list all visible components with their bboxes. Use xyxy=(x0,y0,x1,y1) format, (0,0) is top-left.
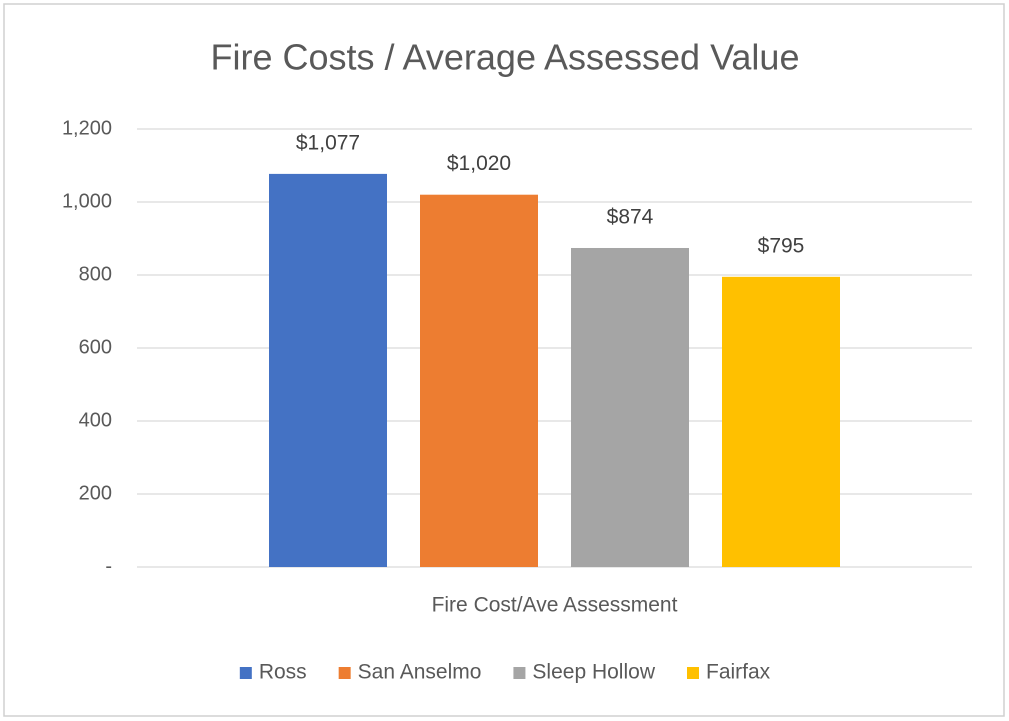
legend-label: Ross xyxy=(259,661,307,684)
data-label: $1,020 xyxy=(447,152,511,175)
y-tick-label: 600 xyxy=(79,336,112,358)
data-label: $1,077 xyxy=(296,131,360,154)
legend-swatch xyxy=(687,667,699,679)
chart-title: Fire Costs / Average Assessed Value xyxy=(211,37,800,78)
y-tick-label: 1,200 xyxy=(62,117,112,139)
y-tick-label: 400 xyxy=(79,409,112,431)
y-tick-label: 200 xyxy=(79,482,112,504)
bar xyxy=(571,247,689,568)
legend-swatch xyxy=(338,667,351,679)
y-tick-label: - xyxy=(105,555,112,577)
legend-label: San Anselmo xyxy=(358,661,482,684)
legend-label: Sleep Hollow xyxy=(532,661,655,684)
y-tick-label: 800 xyxy=(79,263,112,285)
bar xyxy=(269,173,387,567)
legend-swatch xyxy=(513,667,526,679)
legend-label: Fairfax xyxy=(706,661,771,684)
data-label: $874 xyxy=(607,206,654,229)
x-tick-label: Fire Cost/Ave Assessment xyxy=(432,594,678,617)
data-label: $795 xyxy=(758,234,805,257)
legend-swatch xyxy=(239,667,252,679)
bar xyxy=(722,276,840,567)
bar xyxy=(420,194,538,567)
y-tick-label: 1,000 xyxy=(62,190,112,212)
